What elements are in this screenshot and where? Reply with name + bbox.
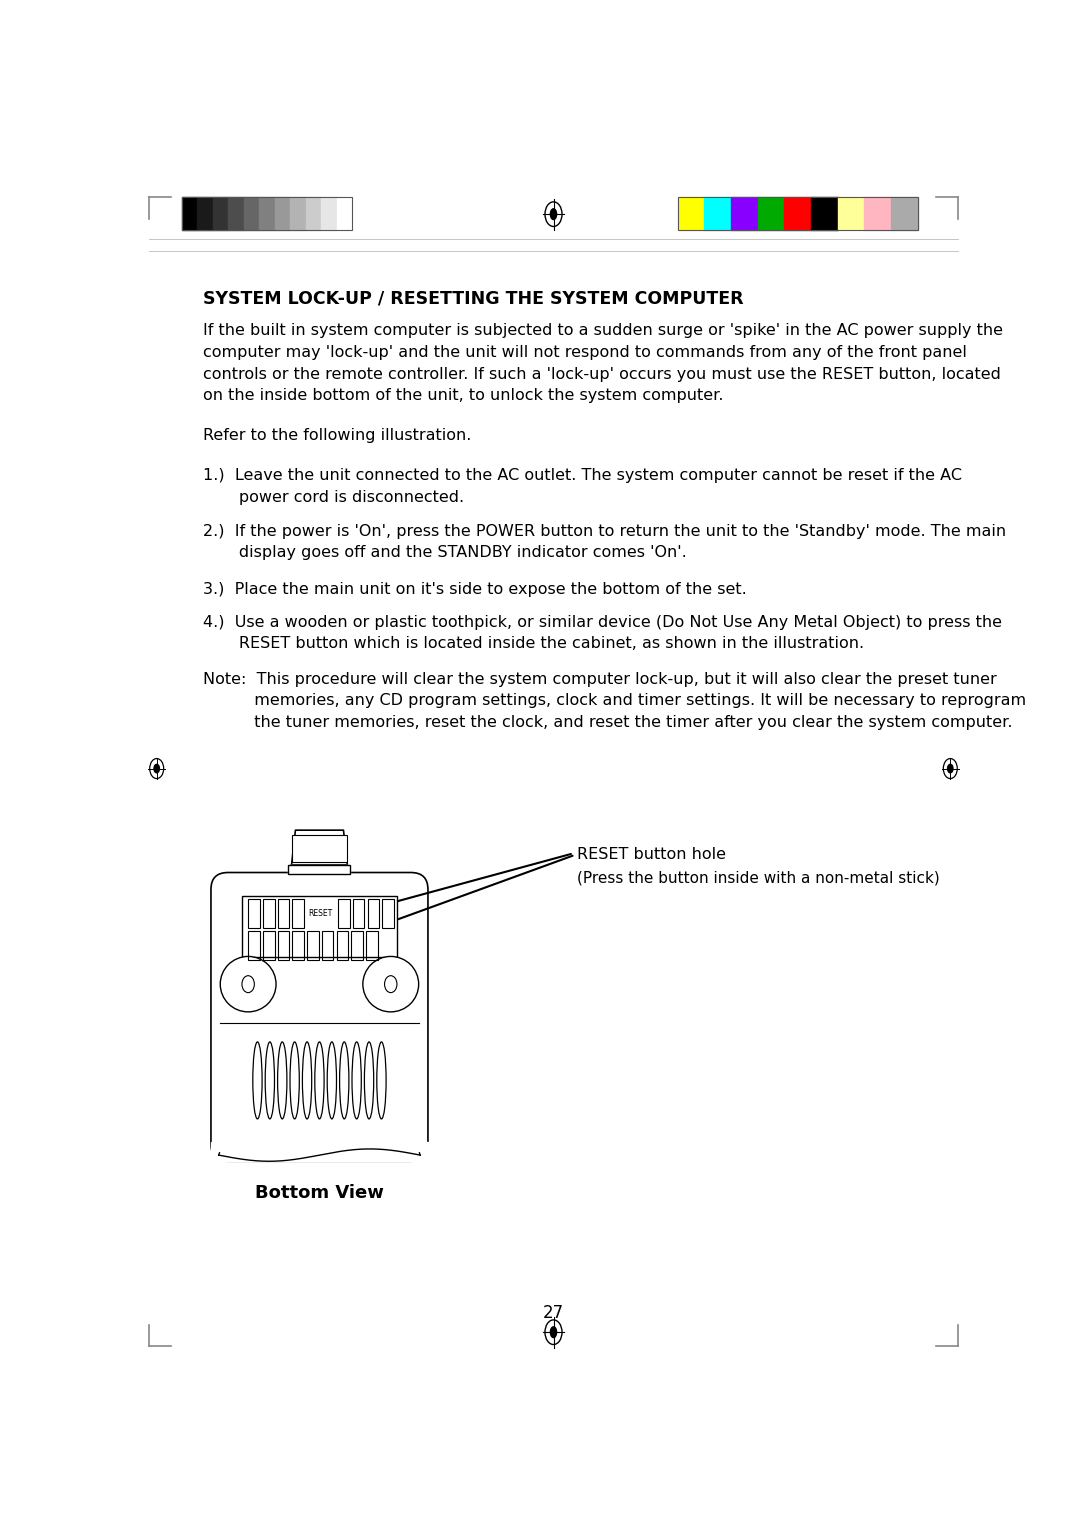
Text: (Press the button inside with a non-metal stick): (Press the button inside with a non-meta…: [577, 871, 940, 886]
Text: 2.)  If the power is 'On', press the POWER button to return the unit to the 'Sta: 2.) If the power is 'On', press the POWE…: [203, 524, 1007, 561]
Bar: [291, 197, 306, 229]
Bar: [367, 900, 379, 927]
Bar: [228, 197, 243, 229]
Bar: [262, 900, 274, 927]
Bar: [293, 931, 303, 960]
Bar: [259, 197, 274, 229]
Bar: [197, 197, 213, 229]
Bar: [838, 197, 864, 229]
Bar: [382, 900, 394, 927]
Text: 3.)  Place the main unit on it's side to expose the bottom of the set.: 3.) Place the main unit on it's side to …: [203, 582, 747, 597]
Bar: [278, 900, 289, 927]
Ellipse shape: [947, 764, 953, 773]
Bar: [181, 197, 197, 229]
Bar: [731, 197, 757, 229]
Bar: [321, 197, 337, 229]
Text: SYSTEM LOCK-UP / RESETTING THE SYSTEM COMPUTER: SYSTEM LOCK-UP / RESETTING THE SYSTEM CO…: [203, 290, 744, 307]
Bar: [248, 900, 260, 927]
Text: 27: 27: [543, 1305, 564, 1322]
Text: Bottom View: Bottom View: [255, 1184, 383, 1203]
Text: Refer to the following illustration.: Refer to the following illustration.: [203, 428, 472, 443]
Bar: [213, 197, 228, 229]
Bar: [181, 197, 352, 229]
Bar: [248, 931, 260, 960]
Bar: [278, 931, 289, 960]
Text: Note:  This procedure will clear the system computer lock-up, but it will also c: Note: This procedure will clear the syst…: [203, 671, 1026, 730]
Circle shape: [363, 957, 419, 1012]
Bar: [292, 834, 348, 862]
Bar: [243, 197, 259, 229]
Bar: [307, 931, 319, 960]
Text: RESET button hole: RESET button hole: [577, 847, 726, 862]
Bar: [704, 197, 731, 229]
Bar: [288, 865, 350, 874]
Text: 1.)  Leave the unit connected to the AC outlet. The system computer cannot be re: 1.) Leave the unit connected to the AC o…: [203, 468, 962, 504]
Bar: [262, 931, 274, 960]
Ellipse shape: [154, 764, 160, 773]
Bar: [351, 931, 363, 960]
Bar: [757, 197, 784, 229]
Bar: [864, 197, 891, 229]
Bar: [211, 1141, 428, 1161]
Ellipse shape: [551, 209, 556, 220]
Polygon shape: [292, 830, 348, 865]
Bar: [288, 865, 350, 874]
Bar: [353, 900, 364, 927]
Circle shape: [220, 957, 276, 1012]
Bar: [811, 197, 838, 229]
Ellipse shape: [551, 1326, 556, 1337]
Text: 4.)  Use a wooden or plastic toothpick, or similar device (Do Not Use Any Metal : 4.) Use a wooden or plastic toothpick, o…: [203, 614, 1002, 651]
FancyBboxPatch shape: [211, 872, 428, 1161]
Bar: [677, 197, 918, 229]
Bar: [242, 895, 397, 957]
Bar: [337, 931, 348, 960]
Bar: [306, 197, 321, 229]
Bar: [891, 197, 918, 229]
Bar: [677, 197, 704, 229]
Bar: [337, 197, 352, 229]
Bar: [293, 900, 303, 927]
Bar: [274, 197, 291, 229]
Bar: [338, 900, 350, 927]
Text: If the built in system computer is subjected to a sudden surge or 'spike' in the: If the built in system computer is subje…: [203, 324, 1003, 403]
Bar: [322, 931, 334, 960]
Text: RESET: RESET: [309, 909, 333, 918]
Bar: [784, 197, 811, 229]
Bar: [366, 931, 378, 960]
